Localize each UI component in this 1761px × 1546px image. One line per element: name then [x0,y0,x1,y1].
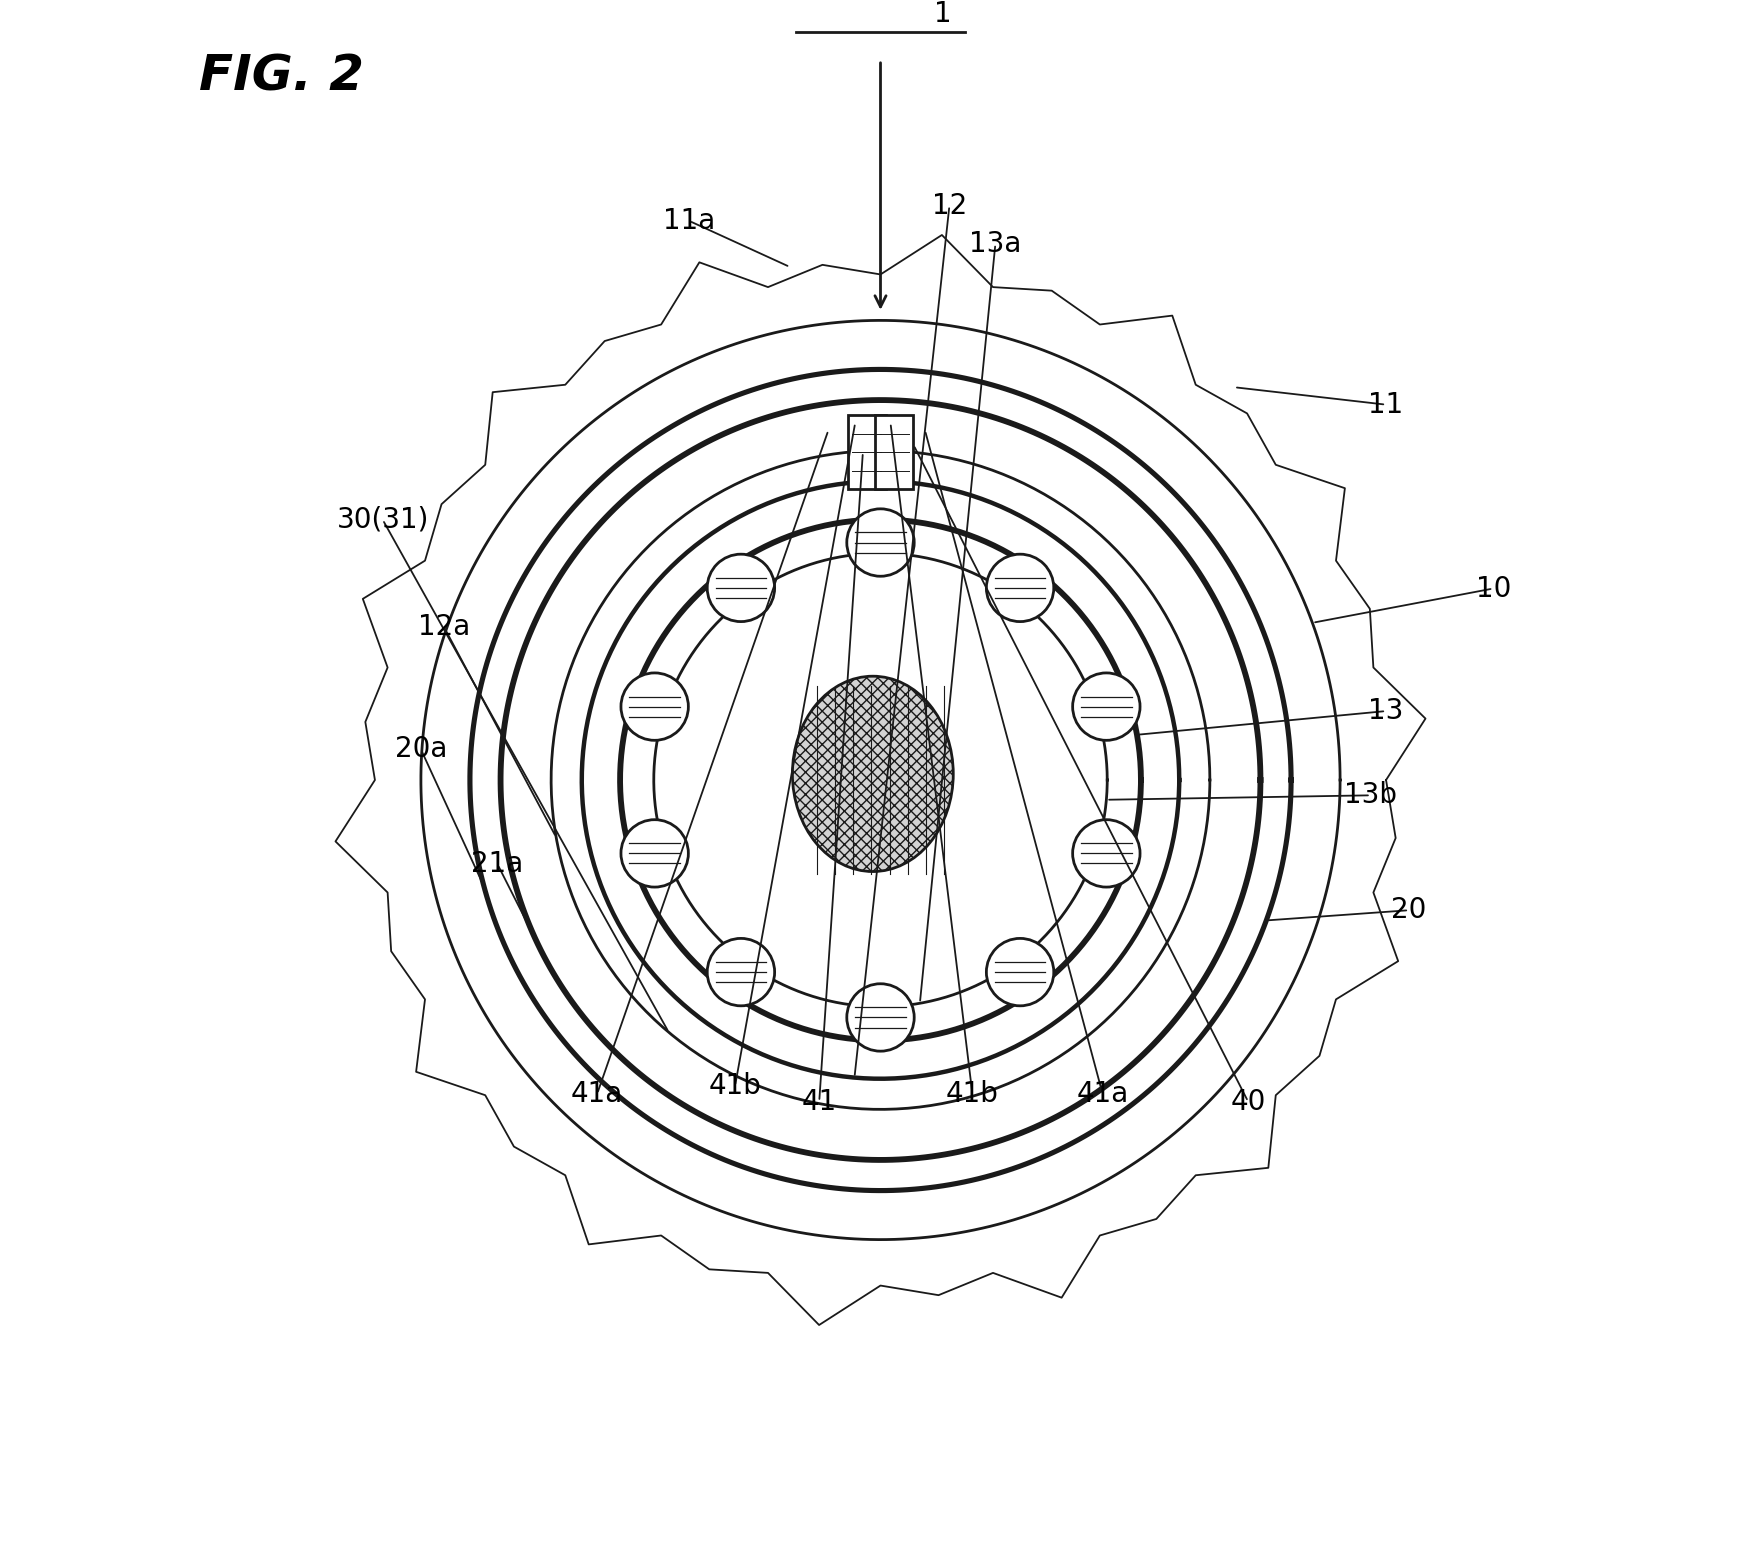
Circle shape [1072,673,1139,741]
Circle shape [986,938,1053,1006]
Circle shape [986,553,1053,621]
Text: 41b: 41b [708,1073,761,1101]
Text: 30(31): 30(31) [336,506,428,533]
Text: 12a: 12a [417,612,470,640]
Text: 21a: 21a [472,850,523,878]
Text: 12: 12 [932,192,967,220]
Text: 11: 11 [1368,391,1404,419]
Circle shape [622,673,689,741]
Text: 41a: 41a [571,1081,623,1108]
Text: FIG. 2: FIG. 2 [199,53,363,100]
Circle shape [1072,819,1139,887]
Text: 13b: 13b [1344,781,1396,809]
Bar [875,416,914,489]
Circle shape [581,481,1180,1079]
Ellipse shape [792,676,953,872]
Polygon shape [336,235,1425,1325]
Text: 11a: 11a [662,207,715,235]
Text: 13a: 13a [969,230,1021,258]
Circle shape [622,819,689,887]
Text: 10: 10 [1476,575,1511,603]
Circle shape [708,553,775,621]
Text: 40: 40 [1231,1088,1266,1116]
Polygon shape [375,275,1386,1286]
Circle shape [847,509,914,577]
Text: 20a: 20a [394,736,447,764]
Circle shape [847,983,914,1051]
Circle shape [708,938,775,1006]
Text: 41b: 41b [946,1081,998,1108]
Bar [847,416,886,489]
Text: 13: 13 [1368,697,1404,725]
Text: 41: 41 [801,1088,836,1116]
Text: 20: 20 [1391,897,1426,925]
Text: 41a: 41a [1076,1081,1129,1108]
Text: 1: 1 [933,0,951,28]
